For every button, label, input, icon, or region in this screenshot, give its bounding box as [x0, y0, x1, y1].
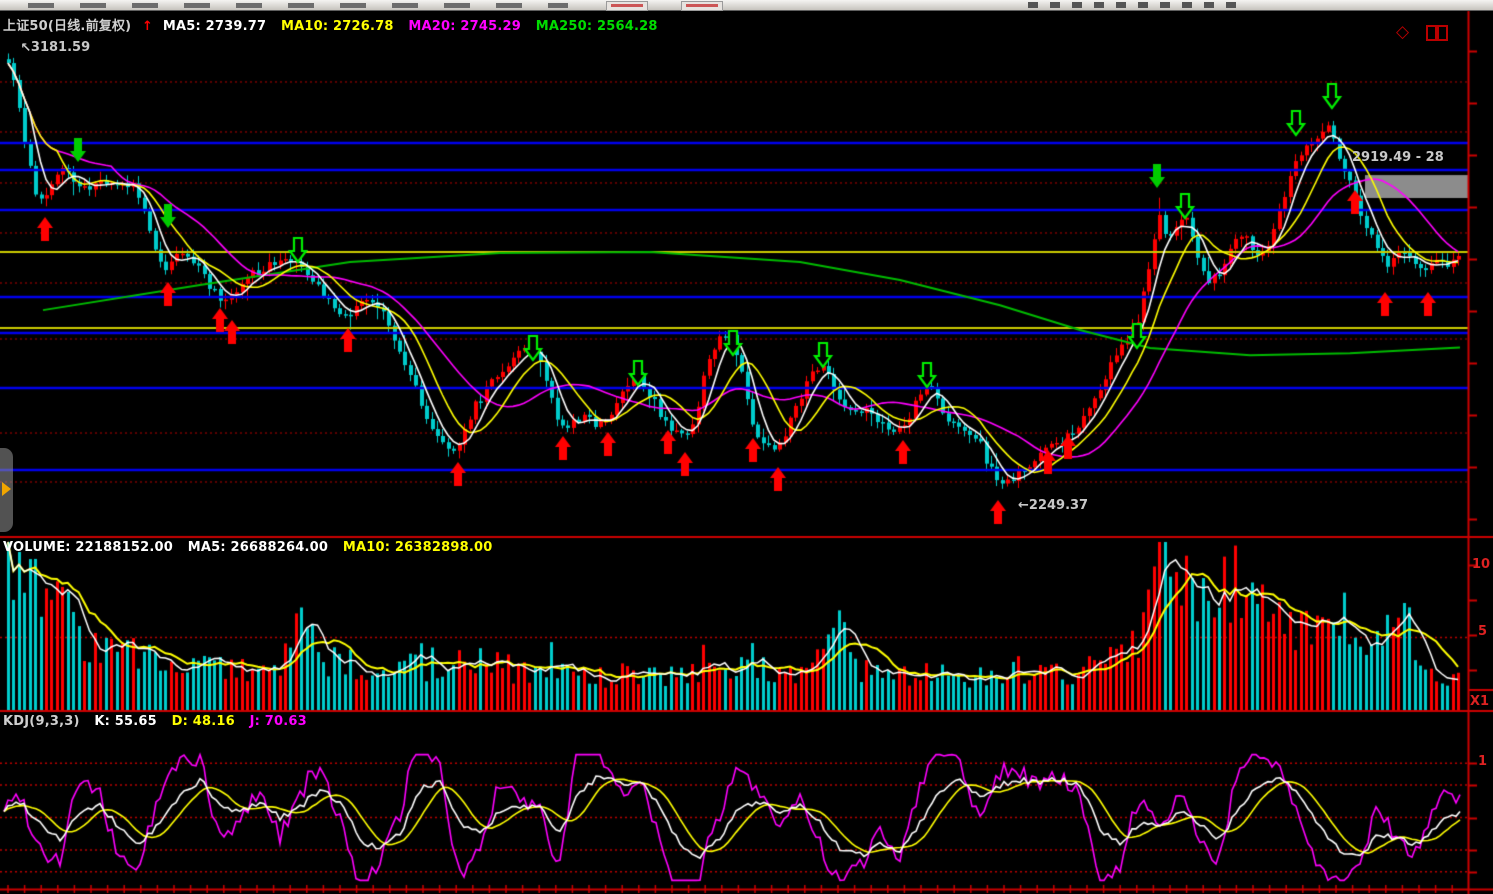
diamond-icon[interactable]: ◇ — [1396, 22, 1410, 42]
menu-item-highlight-1[interactable] — [606, 1, 648, 11]
menu-item-highlight-2[interactable] — [681, 1, 723, 11]
ma250-label: MA250: 2564.28 — [535, 19, 658, 34]
split-window-icon[interactable] — [1426, 25, 1448, 41]
kdj-d-label: D: 48.16 — [171, 714, 235, 729]
volume-header: VOLUME: 22188152.00 MA5: 26688264.00 MA1… — [3, 540, 502, 555]
range-box-label: 2919.49 - 28 — [1352, 150, 1444, 165]
ma5-label: MA5: 2739.77 — [162, 19, 267, 34]
menu-text-fragments — [28, 3, 568, 8]
expand-arrow-icon — [2, 482, 11, 496]
kdj-name-label: KDJ(9,3,3) — [3, 714, 80, 729]
panel-expand-handle[interactable] — [0, 448, 13, 532]
volume-unit-label: X1 — [1470, 694, 1490, 709]
toolbar-icons[interactable] — [1028, 2, 1238, 8]
ma20-label: MA20: 2745.29 — [408, 19, 521, 34]
volume-axis-5: 5 — [1478, 624, 1488, 639]
kdj-header: KDJ(9,3,3) K: 55.65 D: 48.16 J: 70.63 — [3, 714, 317, 729]
up-arrow-icon: ↑ — [142, 19, 154, 34]
volume-axis-10: 10 — [1472, 557, 1491, 572]
high-price-label: 3181.59 — [30, 40, 91, 55]
chart-title: 上证50(日线.前复权) — [3, 19, 132, 34]
menu-bar[interactable] — [0, 0, 1493, 11]
volume-value-label: VOLUME: 22188152.00 — [3, 540, 173, 555]
high-price-annotation: ←3181.59 — [16, 38, 91, 56]
volume-ma10-label: MA10: 26382898.00 — [342, 540, 493, 555]
volume-ma5-label: MA5: 26688264.00 — [187, 540, 329, 555]
kdj-j-label: J: 70.63 — [249, 714, 307, 729]
main-chart-header: 上证50(日线.前复权) ↑ MA5: 2739.77 MA10: 2726.7… — [3, 15, 668, 34]
ma10-label: MA10: 2726.78 — [281, 19, 394, 34]
kdj-k-label: K: 55.65 — [94, 714, 157, 729]
kdj-axis-100: 1 — [1478, 754, 1488, 769]
low-price-annotation: ←2249.37 — [1018, 498, 1089, 513]
